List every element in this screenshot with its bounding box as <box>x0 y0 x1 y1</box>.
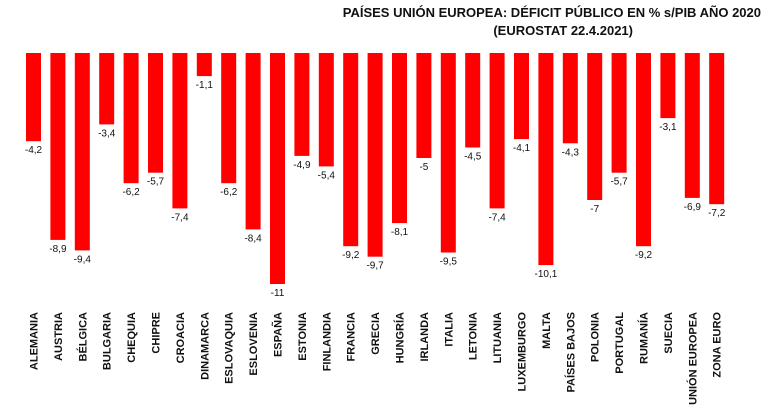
category-label: MALTA <box>541 312 553 349</box>
bar-value-label: -1,1 <box>196 80 214 91</box>
category-label: AUSTRIA <box>53 312 65 361</box>
bar <box>562 53 578 144</box>
bar <box>684 53 700 198</box>
bar-value-label: -5 <box>419 162 428 173</box>
bar-value-label: -3,4 <box>98 128 116 139</box>
category-label: CHIPRE <box>151 312 163 354</box>
bars-group <box>26 53 725 284</box>
bar <box>514 53 529 140</box>
bar <box>270 53 285 284</box>
bar-value-label: -7,4 <box>488 212 506 223</box>
category-label: DINAMARCA <box>199 312 211 380</box>
value-labels-group: -4,2 -8,9 -9,4 -3,4 -6,2 -5,7 -7,4 -1,1 -6,2 -8,4… <box>25 80 726 299</box>
bar <box>123 53 139 184</box>
bar-value-label: -6,9 <box>684 202 702 213</box>
category-label: FRANCIA <box>346 312 358 362</box>
bar <box>465 53 481 148</box>
bar-value-label: -8,1 <box>391 227 409 238</box>
bar-value-label: -5,7 <box>147 177 165 188</box>
category-label: FINLANDIA <box>321 312 333 371</box>
category-label: UNIÓN EUROPEA <box>686 312 699 405</box>
category-label: LETONIA <box>468 312 480 360</box>
bar-value-label: -9,7 <box>366 261 384 272</box>
bar-value-label: -4,1 <box>513 143 531 154</box>
bar-value-label: -11 <box>271 288 285 299</box>
bar <box>660 53 676 119</box>
bar <box>245 53 261 230</box>
category-label: HUNGRÍA <box>394 312 407 363</box>
bar <box>294 53 310 156</box>
bar <box>99 53 115 125</box>
bar-value-label: -9,5 <box>440 257 458 268</box>
bar <box>587 53 603 200</box>
category-label: GRECIA <box>370 312 382 355</box>
bar <box>148 53 163 173</box>
bar-value-label: -4,5 <box>464 152 482 163</box>
bar <box>611 53 627 173</box>
bar <box>489 53 505 209</box>
category-label: CHEQUIA <box>126 312 138 363</box>
bar-value-label: -8,4 <box>244 233 262 244</box>
bar <box>440 53 456 253</box>
bar-value-label: -9,2 <box>635 250 653 261</box>
bar-value-label: -6,2 <box>220 187 238 198</box>
bar <box>50 53 66 240</box>
chart-subtitle: (EUROSTAT 22.4.2021) <box>493 23 633 38</box>
bar <box>392 53 407 224</box>
bar-value-label: -8,9 <box>49 244 67 255</box>
category-label: PORTUGAL <box>614 312 626 374</box>
category-label: ESLOVAQUIA <box>224 312 236 384</box>
category-label: ESLOVENIA <box>248 312 260 376</box>
bar <box>196 53 212 77</box>
bar-value-label: -4,2 <box>25 145 43 156</box>
category-label: BÉLGICA <box>76 312 89 362</box>
category-label: ZONA EURO <box>712 312 724 378</box>
category-label: POLONIA <box>590 312 602 362</box>
category-label: ITALIA <box>443 312 455 347</box>
bar-value-label: -4,9 <box>293 160 311 171</box>
category-label: BULGARIA <box>102 312 114 370</box>
bar <box>26 53 41 142</box>
bar <box>538 53 554 266</box>
bar <box>416 53 432 158</box>
bar-value-label: -4,3 <box>562 147 580 158</box>
category-label: RUMANÍA <box>638 312 651 364</box>
chart-title: PAÍSES UNIÓN EUROPEA: DÉFICIT PÚBLICO EN… <box>343 5 761 20</box>
bar <box>343 53 359 247</box>
bar-value-label: -9,4 <box>74 254 92 265</box>
bar-value-label: -7,2 <box>708 208 726 219</box>
category-label: ESPAÑA <box>272 312 285 357</box>
category-label: ESTONIA <box>297 312 309 361</box>
bar-value-label: -5,4 <box>318 170 336 181</box>
category-label: LUXEMBURGO <box>517 312 529 392</box>
category-labels-group: ALEMANIA AUSTRIA BÉLGICA BULGARIA CHEQUIA CHI… <box>29 312 724 405</box>
bar <box>221 53 237 184</box>
bar <box>74 53 90 251</box>
category-label: IRLANDA <box>419 312 431 362</box>
bar-value-label: -7,4 <box>171 212 189 223</box>
category-label: ALEMANIA <box>29 312 41 370</box>
category-label: SUECIA <box>663 312 675 354</box>
bar <box>367 53 383 257</box>
bar <box>636 53 651 247</box>
bar-value-label: -6,2 <box>122 187 140 198</box>
bar-value-label: -9,2 <box>342 250 360 261</box>
bar-value-label: -3,1 <box>659 122 677 133</box>
bar <box>709 53 725 205</box>
bar <box>318 53 334 167</box>
category-label: LITUANIA <box>492 312 504 363</box>
bar-value-label: -10,1 <box>535 269 558 280</box>
category-label: CROACIA <box>175 312 187 363</box>
category-label: PAÍSES BAJOS <box>564 312 577 393</box>
bar-value-label: -7 <box>590 204 599 215</box>
bar-value-label: -5,7 <box>610 177 628 188</box>
bar <box>172 53 188 209</box>
